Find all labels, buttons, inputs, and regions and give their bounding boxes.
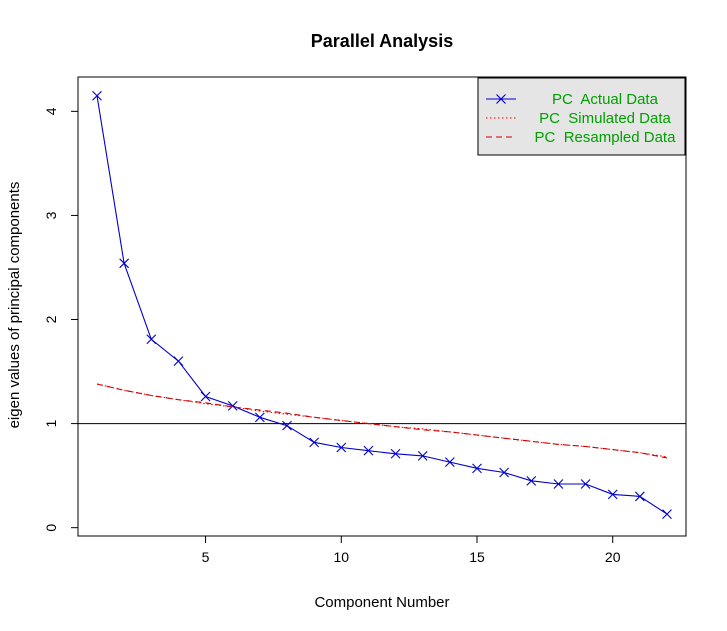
legend: PC Actual Data PC Simulated Data PC Resamp… bbox=[477, 77, 686, 156]
data-point-18 bbox=[553, 479, 564, 489]
data-point-7 bbox=[254, 412, 265, 423]
data-point-3 bbox=[146, 334, 157, 345]
plot-frame bbox=[77, 76, 687, 537]
series-line-pc-resampled-data bbox=[96, 383, 668, 459]
legend-label-pc-actual-data: PC Actual Data bbox=[552, 91, 659, 108]
plot-area: 5 10 15 20 0 1 2 3 4 bbox=[43, 76, 687, 565]
chart-title: Parallel Analysis bbox=[311, 31, 453, 51]
data-point-20 bbox=[607, 489, 618, 500]
data-point-4 bbox=[173, 356, 184, 367]
x-tick-label-15: 15 bbox=[469, 549, 485, 565]
x-tick-label-20: 20 bbox=[605, 549, 621, 565]
y-tick-label-2: 2 bbox=[43, 315, 59, 323]
legend-label-pc-simulated-data: PC Simulated Data bbox=[539, 110, 671, 127]
legend-marker-icon bbox=[496, 94, 506, 104]
x-tick-label-5: 5 bbox=[202, 549, 210, 565]
data-point-22 bbox=[662, 509, 672, 520]
legend-box bbox=[477, 77, 686, 156]
data-point-15 bbox=[472, 463, 482, 474]
x-axis-label: Component Number bbox=[314, 594, 449, 611]
y-tick-label-1: 1 bbox=[43, 419, 59, 427]
x-tick-label-10: 10 bbox=[333, 549, 349, 565]
data-point-6 bbox=[227, 401, 238, 411]
data-point-5 bbox=[200, 391, 211, 402]
data-point-8 bbox=[282, 420, 292, 431]
data-point-12 bbox=[390, 448, 401, 459]
data-point-13 bbox=[417, 450, 428, 461]
data-point-19 bbox=[580, 479, 591, 489]
data-point-11 bbox=[363, 445, 374, 456]
data-point-1 bbox=[92, 90, 102, 101]
data-point-10 bbox=[336, 442, 347, 453]
series-line-pc-simulated-data bbox=[96, 383, 668, 458]
data-point-16 bbox=[499, 467, 510, 478]
data-point-14 bbox=[444, 457, 455, 467]
data-point-17 bbox=[526, 475, 537, 486]
data-point-2 bbox=[119, 258, 130, 269]
data-point-9 bbox=[309, 437, 320, 448]
y-tick-label-0: 0 bbox=[43, 524, 59, 532]
y-tick-label-3: 3 bbox=[43, 211, 59, 219]
y-tick-label-4: 4 bbox=[43, 107, 59, 115]
series-markers-pc-actual-data bbox=[92, 90, 672, 520]
y-axis-label: eigen values of principal components bbox=[6, 182, 23, 429]
series-line-pc-actual-data bbox=[96, 95, 668, 515]
legend-label-pc-resampled-data: PC Resampled Data bbox=[535, 129, 677, 146]
data-point-21 bbox=[634, 491, 645, 502]
